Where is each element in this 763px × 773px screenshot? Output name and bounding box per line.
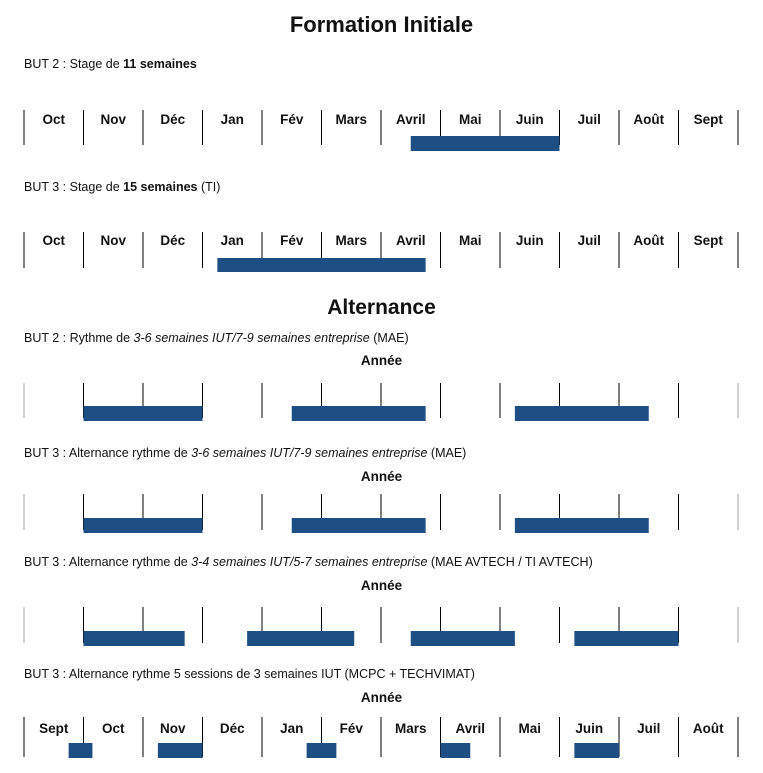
period-bar [68,743,93,758]
month-label: Juin [516,112,544,127]
month-label: Août [633,112,664,127]
month-label: Mai [518,721,541,736]
section-title-alternance: Alternance [327,296,436,319]
timeline-6: Sept Oct Nov Déc Jan Fév Mars Avril Mai Juin Juil A… [23,717,739,758]
period-bar [410,136,560,151]
month-label: Oct [42,112,65,127]
month-label: Mai [459,233,482,248]
month-label: Jan [280,721,303,736]
annee-label-4: Année [360,690,403,705]
period-bar [514,406,649,421]
month-label: Juil [578,112,601,127]
caption-but2-stage: BUT 2 : Stage de 11 semaines [24,57,197,71]
month-label: Sept [694,112,724,127]
timeline-3 [23,383,739,421]
month-label: Avril [396,112,426,127]
timeline-5 [23,607,739,646]
period-bar [157,743,203,758]
annee-label-1: Année [360,353,403,368]
annee-label-2: Année [360,469,403,484]
month-label: Avril [455,721,485,736]
period-bar [217,258,426,272]
month-label: Nov [160,721,186,736]
month-label: Fév [280,233,304,248]
period-bar [306,743,337,758]
month-label: Mars [335,112,367,127]
month-label: Fév [280,112,304,127]
timeline-2: Oct Nov Déc Jan Fév Mars Avril Mai Juin Juil Août S… [23,232,739,272]
caption-but3-alternance-mae: BUT 3 : Alternance rythme de 3-6 semaine… [24,446,467,460]
period-bar [574,631,679,646]
month-label: Juin [516,233,544,248]
month-label: Déc [220,721,245,736]
month-label: Août [693,721,724,736]
page-title: Formation Initiale [289,12,474,37]
month-label: Déc [160,233,185,248]
period-bar [440,743,471,758]
period-bar [247,631,355,646]
month-label: Avril [396,233,426,248]
month-label: Mars [395,721,427,736]
month-label: Jan [221,112,244,127]
period-bar [83,631,185,646]
month-label: Juin [575,721,603,736]
month-label: Mars [335,233,367,248]
caption-but3-alternance-avtech: BUT 3 : Alternance rythme de 3-4 semaine… [24,555,593,569]
month-label: Oct [102,721,125,736]
month-label: Mai [459,112,482,127]
period-bar [574,743,619,758]
month-label: Nov [100,112,126,127]
month-label: Déc [160,112,185,127]
period-bar [291,406,426,421]
caption-but2-alternance: BUT 2 : Rythme de 3-6 semaines IUT/7-9 s… [24,331,409,345]
period-bar [83,518,203,533]
period-bar [410,631,515,646]
month-label: Nov [100,233,126,248]
month-label: Juil [578,233,601,248]
caption-but3-stage: BUT 3 : Stage de 15 semaines (TI) [24,180,221,194]
timeline-1: Oct Nov Déc Jan Fév Mars Avril Mai Juin Juil Août S… [23,110,739,151]
month-label: Jan [221,233,244,248]
period-bar [83,406,203,421]
caption-but3-alternance-sessions: BUT 3 : Alternance rythme 5 sessions de … [24,667,475,681]
month-label: Sept [39,721,69,736]
month-label: Oct [42,233,65,248]
annee-label-3: Année [360,578,403,593]
month-label: Août [633,233,664,248]
period-bar [514,518,649,533]
timeline-4 [23,494,739,533]
period-bar [291,518,426,533]
month-label: Sept [694,233,724,248]
month-label: Fév [340,721,364,736]
month-label: Juil [637,721,660,736]
